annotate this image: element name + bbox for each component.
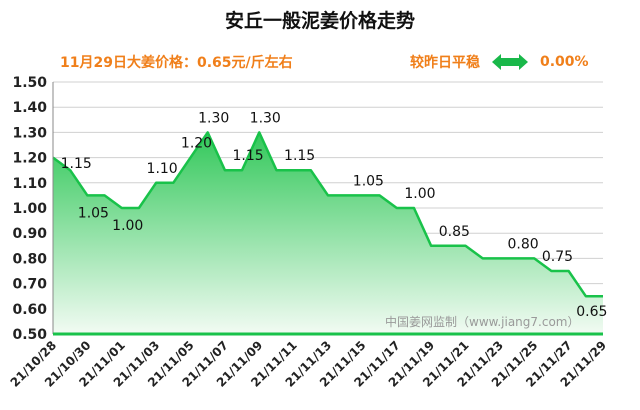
price-area-fill xyxy=(53,132,603,334)
data-label: 1.30 xyxy=(250,110,281,126)
data-label: 0.85 xyxy=(439,224,470,240)
y-tick-label: 1.00 xyxy=(12,201,47,217)
data-label: 0.80 xyxy=(507,236,538,252)
y-tick-label: 1.10 xyxy=(12,176,47,192)
change-indicator: 较昨日平稳 0.00% xyxy=(410,52,589,72)
y-tick-label: 0.70 xyxy=(12,277,47,293)
change-value: 0.00% xyxy=(540,54,589,70)
y-tick-label: 0.90 xyxy=(12,226,47,242)
y-tick-label: 1.50 xyxy=(12,75,47,91)
data-label: 0.65 xyxy=(576,304,607,320)
y-tick-label: 1.40 xyxy=(12,100,47,116)
change-label: 较昨日平稳 xyxy=(410,55,480,71)
y-tick-label: 0.60 xyxy=(12,302,47,318)
y-tick-label: 0.50 xyxy=(12,327,47,343)
chart-title: 安丘一般泥姜价格走势 xyxy=(224,10,415,32)
watermark: 中国姜网监制（www.jiang7.com） xyxy=(385,314,579,329)
data-label: 1.15 xyxy=(284,148,315,164)
data-label: 1.00 xyxy=(404,186,435,202)
data-label: 1.20 xyxy=(181,136,212,152)
data-label: 1.30 xyxy=(198,110,229,126)
y-tick-label: 1.20 xyxy=(12,151,47,167)
price-subtitle: 11月29日大姜价格：0.65元/斤左右 xyxy=(60,55,293,71)
data-label: 1.10 xyxy=(147,161,178,177)
data-label: 1.05 xyxy=(353,173,384,189)
data-label: 1.05 xyxy=(78,205,109,221)
y-tick-label: 0.80 xyxy=(12,251,47,267)
data-label: 1.15 xyxy=(232,148,263,164)
data-label: 1.15 xyxy=(61,156,92,172)
double-arrow-icon xyxy=(492,53,528,71)
data-label: 1.00 xyxy=(112,218,143,234)
data-label: 0.75 xyxy=(542,249,573,265)
y-tick-label: 1.30 xyxy=(12,125,47,141)
